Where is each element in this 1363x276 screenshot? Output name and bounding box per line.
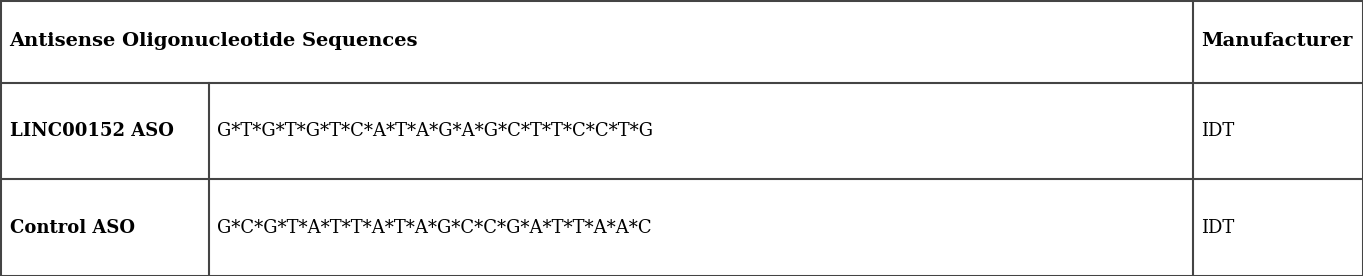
Text: Antisense Oligonucleotide Sequences: Antisense Oligonucleotide Sequences — [10, 32, 418, 51]
Text: G*C*G*T*A*T*T*A*T*A*G*C*C*G*A*T*T*A*A*C: G*C*G*T*A*T*T*A*T*A*G*C*C*G*A*T*T*A*A*C — [217, 219, 652, 237]
Text: LINC00152 ASO: LINC00152 ASO — [10, 122, 173, 140]
Text: Control ASO: Control ASO — [10, 219, 135, 237]
Text: IDT: IDT — [1201, 219, 1234, 237]
Text: IDT: IDT — [1201, 122, 1234, 140]
Text: G*T*G*T*G*T*C*A*T*A*G*A*G*C*T*T*C*C*T*G: G*T*G*T*G*T*C*A*T*A*G*A*G*C*T*T*C*C*T*G — [217, 122, 653, 140]
Text: Manufacturer: Manufacturer — [1201, 32, 1352, 51]
